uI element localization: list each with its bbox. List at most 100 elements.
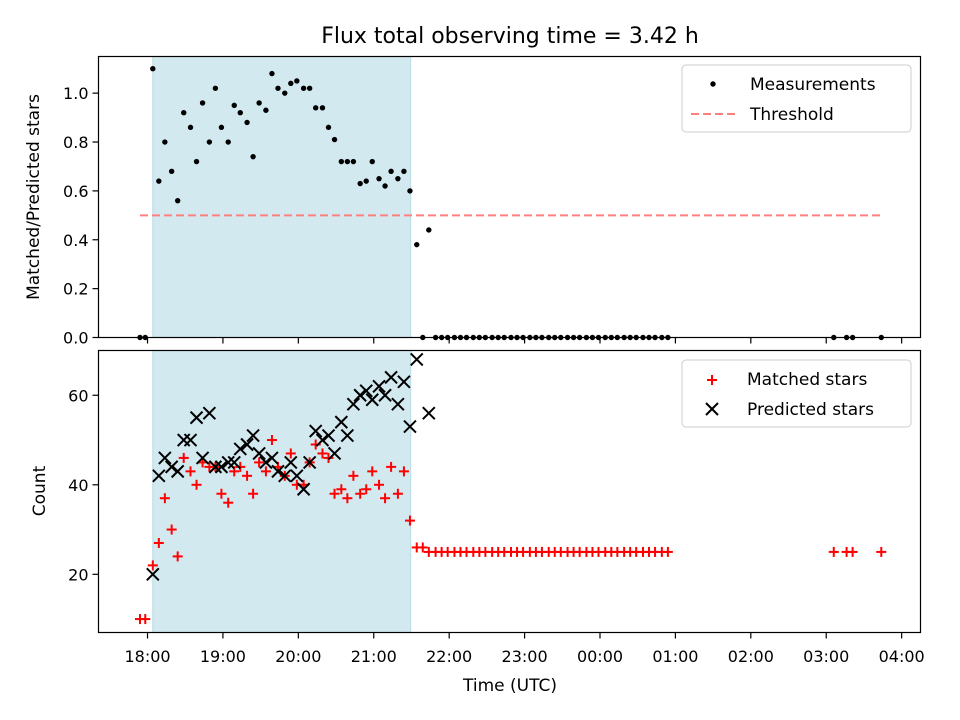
measurement-point	[288, 80, 294, 87]
measurement-point	[401, 168, 407, 175]
predicted-star-point	[353, 388, 367, 402]
matched-star-point	[140, 614, 151, 625]
predicted-star-point	[278, 469, 292, 483]
bottom-legend: Matched stars Predicted stars	[681, 359, 912, 428]
measurement-point	[344, 158, 351, 165]
measurement-point	[282, 90, 288, 96]
measurement-point	[395, 175, 401, 182]
observing-window-shade	[152, 350, 412, 633]
measurement-point	[414, 241, 420, 248]
measurement-point	[162, 139, 168, 145]
predicted-star-point	[271, 464, 285, 479]
matched-star-point	[404, 515, 415, 526]
top-legend: Measurements Threshold	[681, 64, 912, 133]
measurement-point	[150, 66, 156, 72]
measurement-point	[156, 178, 162, 184]
matched-star-point	[417, 542, 428, 553]
measurement-point	[263, 107, 269, 113]
y-tick-label: 40	[68, 476, 88, 495]
matched-star-point	[147, 560, 158, 571]
matched-star-point	[185, 466, 196, 477]
matched-star-point	[342, 493, 353, 504]
measurement-point	[300, 85, 307, 91]
measurement-point	[244, 119, 250, 126]
matched-star-point	[380, 493, 391, 504]
matched-star-point	[348, 470, 359, 481]
measurement-point	[181, 110, 187, 116]
x-tick-label: 20:00	[275, 647, 321, 666]
predicted-star-point	[227, 455, 241, 470]
predicted-star-point	[259, 455, 273, 470]
bottom-legend-box	[681, 359, 912, 428]
measurement-point	[331, 136, 338, 143]
predicted-star-point	[365, 393, 379, 407]
matched-star-point	[266, 435, 277, 446]
legend-measurements-label: Measurements	[750, 75, 876, 95]
predicted-star-point	[372, 379, 386, 394]
predicted-star-point	[170, 464, 185, 479]
measurement-point	[193, 158, 200, 165]
predicted-star-point	[183, 433, 198, 447]
predicted-star-point	[378, 388, 392, 402]
top-legend-box	[681, 64, 912, 133]
legend-measurements-marker	[710, 81, 716, 87]
predicted-star-point	[302, 455, 317, 470]
predicted-star-point	[189, 410, 204, 425]
predicted-star-point	[296, 482, 311, 496]
predicted-star-point	[158, 451, 172, 465]
matched-star-point	[828, 546, 839, 557]
matched-star-point	[260, 466, 271, 477]
x-tick-label: 22:00	[426, 647, 472, 666]
predicted-star-point	[240, 437, 254, 452]
measurement-point	[256, 100, 262, 106]
predicted-star-point	[359, 384, 373, 398]
matched-star-point	[361, 484, 372, 495]
matched-star-point	[876, 546, 887, 557]
measurement-point	[357, 180, 363, 187]
legend-threshold-label: Threshold	[749, 105, 834, 125]
matched-star-point	[159, 493, 170, 504]
predicted-star-point	[340, 428, 355, 443]
predicted-star-point	[214, 460, 229, 474]
predicted-star-point	[384, 370, 398, 385]
matched-star-point	[178, 452, 189, 463]
matched-star-point	[235, 461, 246, 472]
measurement-point	[231, 102, 237, 109]
matched-star-point	[242, 470, 253, 481]
measurement-point	[212, 85, 219, 91]
observing-window-shade	[152, 56, 412, 338]
top-panel: 0.0 0.2 0.4 0.6 0.8 1.0 Matched/Predicted sta…	[24, 55, 922, 348]
predicted-star-point	[315, 433, 330, 447]
x-ticks: 18:00 19:00 20:00 21:00 22:00 23:00 00:00 01:00…	[124, 337, 925, 666]
matched-star-point	[323, 452, 334, 463]
x-tick-label: 01:00	[652, 647, 698, 666]
matched-star-point	[398, 466, 409, 477]
y-tick-label: 0.4	[63, 231, 88, 250]
measurement-point	[250, 153, 256, 160]
measurement-point	[350, 158, 357, 165]
predicted-star-point	[195, 451, 210, 465]
predicted-star-point	[208, 460, 223, 474]
matched-star-point	[216, 488, 227, 499]
predicted-star-point	[284, 455, 298, 470]
legend-predicted-label: Predicted stars	[747, 400, 874, 420]
measurement-point	[237, 110, 243, 116]
predicted-star-point	[334, 415, 349, 429]
y-tick-label: 0.8	[63, 133, 88, 152]
counts-series	[134, 352, 887, 625]
predicted-star-point	[233, 442, 247, 456]
y-tick-label: 1.0	[63, 84, 88, 103]
matched-star-point	[662, 546, 673, 557]
y-ticks-bottom: 20 40 60	[68, 386, 99, 584]
measurement-point	[325, 124, 332, 131]
measurement-point	[306, 85, 313, 91]
predicted-star-point	[422, 406, 436, 420]
measurement-point	[269, 70, 275, 77]
x-tick-label: 18:00	[124, 647, 170, 666]
matched-star-point	[285, 448, 296, 459]
measurement-point	[312, 105, 319, 111]
top-y-axis-label: Matched/Predicted stars	[24, 94, 44, 300]
x-tick-label: 00:00	[577, 647, 623, 666]
predicted-star-point	[327, 446, 342, 461]
